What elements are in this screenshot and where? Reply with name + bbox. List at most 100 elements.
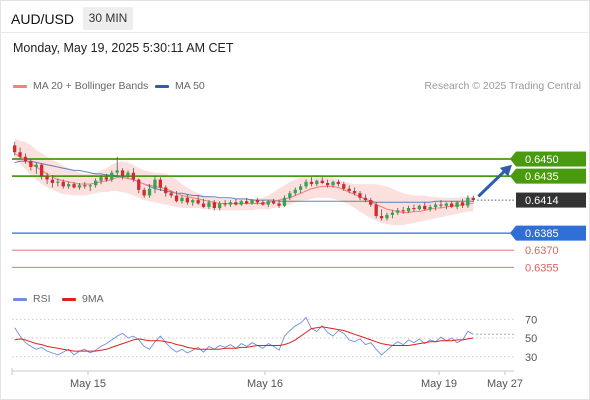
candle-body <box>23 156 28 162</box>
candle-body <box>444 203 448 206</box>
candle-body <box>363 197 367 201</box>
candle-body <box>326 183 330 186</box>
candle-body <box>401 210 405 212</box>
level-label-0.6435: 0.6435 <box>525 171 559 183</box>
candle-body <box>223 203 227 205</box>
candle-body <box>196 200 200 204</box>
candle-body <box>234 202 238 205</box>
candle-body <box>288 193 292 198</box>
candle-body <box>250 200 254 204</box>
candle-body <box>315 180 319 185</box>
candle-body <box>126 172 130 177</box>
rsi-line <box>14 316 474 356</box>
candle-body <box>185 197 189 203</box>
candle-body <box>239 201 243 205</box>
candle-body <box>56 181 60 183</box>
candle-body <box>266 201 270 205</box>
level-label-0.6370: 0.6370 <box>525 245 559 257</box>
candle-body <box>164 187 168 194</box>
candle-body <box>282 197 287 206</box>
candle-body <box>88 185 92 187</box>
forecast-arrow-head <box>499 164 512 177</box>
candle-body <box>137 179 141 190</box>
timeframe-badge[interactable]: 30 MIN <box>83 7 133 30</box>
level-tag-0.6450 <box>516 151 586 167</box>
candle-body <box>336 181 340 185</box>
candle-body <box>299 186 303 190</box>
candle-body <box>309 181 314 185</box>
candle-body <box>99 177 103 181</box>
candle-body <box>255 200 260 203</box>
level-tag-0.6385 <box>516 225 586 241</box>
rsi-tick-70: 70 <box>525 314 537 326</box>
x-tick-label-may-27: May 27 <box>487 378 523 390</box>
candle-body <box>471 197 475 201</box>
candle-body <box>455 202 459 207</box>
level-tag-notch-0.6385 <box>510 225 516 241</box>
ma20-legend-label: MA 20 + Bollinger Bands <box>33 80 149 92</box>
candle-body <box>396 210 400 213</box>
bollinger-band <box>14 138 474 226</box>
ma20-swatch <box>13 84 27 88</box>
ma9-swatch <box>62 297 76 301</box>
rsi-tick-30: 30 <box>525 352 537 364</box>
candle-body <box>460 202 465 206</box>
candle-body <box>293 189 297 194</box>
candle-body <box>94 180 98 186</box>
candle-body <box>77 185 82 188</box>
candle-body <box>61 181 65 187</box>
research-credit: Research © 2025 Trading Central <box>424 80 581 92</box>
candle-body <box>417 205 421 210</box>
candle-body <box>201 203 206 207</box>
candle-body <box>50 179 55 183</box>
candle-body <box>180 197 184 202</box>
legend-rsi: RSI <box>13 293 51 305</box>
candle-body <box>40 164 44 177</box>
datetime-label: Monday, May 19, 2025 5:30:11 AM CET <box>13 41 234 55</box>
x-tick-label-may-15: May 15 <box>70 378 106 390</box>
candle-body <box>412 208 416 210</box>
candle-body <box>115 170 119 173</box>
candle-body <box>83 185 87 187</box>
candle-body <box>169 193 173 196</box>
rsi-legend-label: RSI <box>33 293 51 305</box>
candle-body <box>212 202 216 208</box>
candle-body <box>147 188 152 196</box>
candle-body <box>45 176 49 180</box>
rsi-swatch <box>13 297 27 301</box>
level-tag-0.6435 <box>516 168 586 184</box>
candle-body <box>18 152 22 157</box>
candle-body <box>272 201 276 204</box>
level-label-0.6450: 0.6450 <box>525 154 559 166</box>
candle-body <box>110 172 114 180</box>
legend-ma50: MA 50 <box>155 80 205 92</box>
candle-body <box>358 193 362 198</box>
candle-body <box>433 204 438 207</box>
rsi-ma9-line <box>14 326 474 352</box>
candle-body <box>72 184 76 188</box>
ma50-legend-label: MA 50 <box>175 80 205 92</box>
candle-body <box>13 145 17 153</box>
candle-body <box>228 202 233 205</box>
candle-body <box>385 214 389 219</box>
candle-body <box>352 191 357 194</box>
candle-body <box>277 203 281 206</box>
candle-body <box>379 216 384 219</box>
candle-body <box>245 201 249 204</box>
candle-body <box>466 197 470 206</box>
header-divider <box>0 32 590 33</box>
candle-body <box>218 203 222 209</box>
candle-body <box>342 184 346 189</box>
candle-body <box>450 203 454 207</box>
legend-ma9: 9MA <box>62 293 104 305</box>
candle-body <box>439 204 443 206</box>
legend-ma20: MA 20 + Bollinger Bands <box>13 80 148 92</box>
rsi-tick-50: 50 <box>525 333 537 345</box>
level-label-0.6385: 0.6385 <box>525 228 559 240</box>
ma50-line <box>14 160 474 203</box>
candle-body <box>131 172 135 180</box>
candle-body <box>374 204 378 216</box>
ma9-legend-label: 9MA <box>82 293 104 305</box>
candle-body <box>261 202 265 205</box>
